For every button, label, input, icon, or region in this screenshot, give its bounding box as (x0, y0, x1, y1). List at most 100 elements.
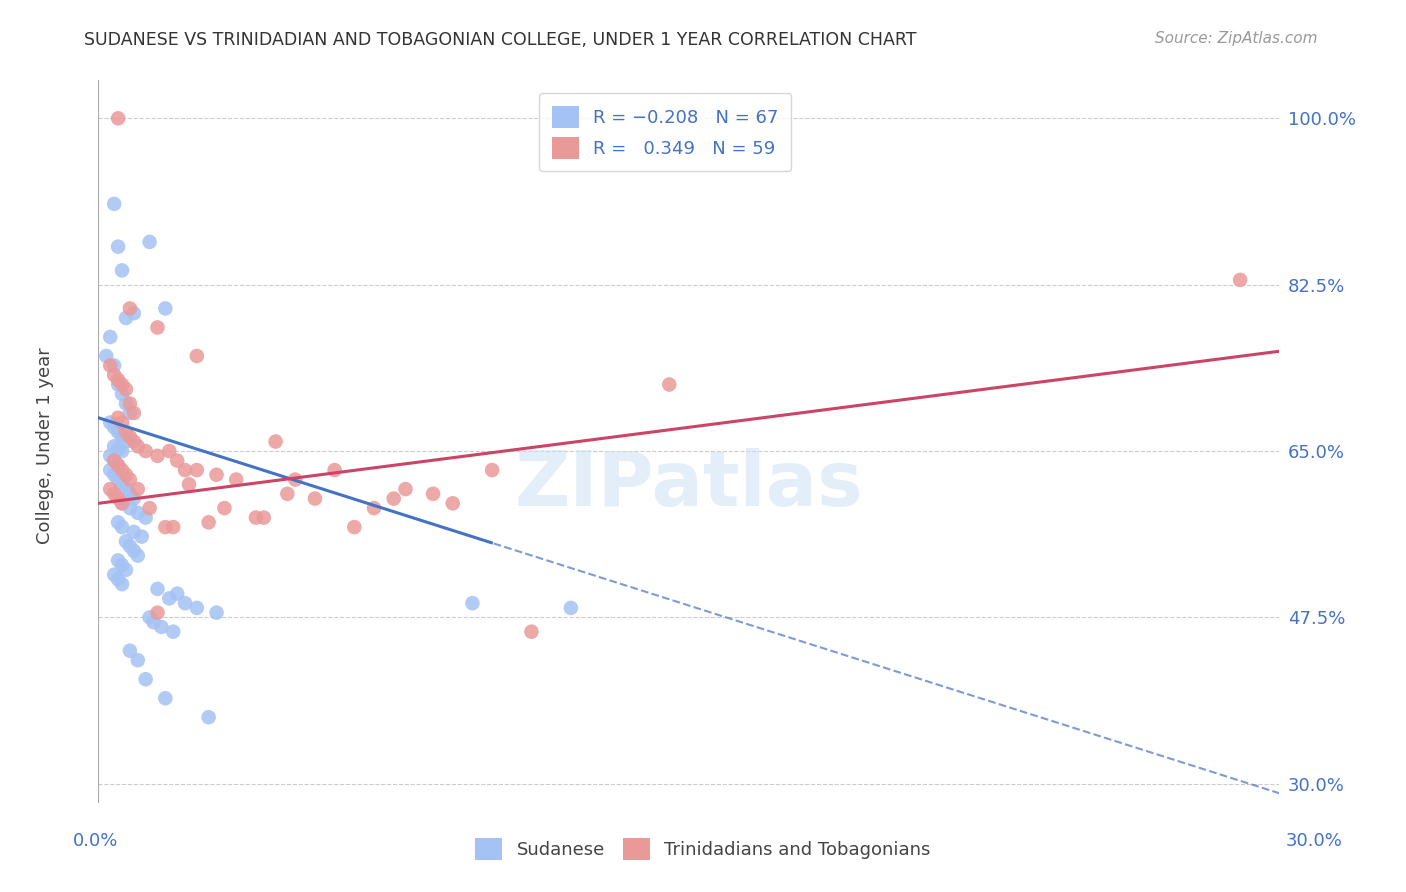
Point (146, 449, 169, 463)
Point (103, 453, 125, 467)
Point (115, 382, 138, 396)
Point (186, 601, 208, 615)
Point (127, 482, 149, 496)
Point (107, 442, 129, 457)
Point (115, 434, 138, 449)
Point (115, 534, 138, 549)
Point (118, 539, 141, 553)
Point (111, 477, 134, 491)
Point (98, 416, 121, 430)
Point (135, 444, 157, 458)
Point (111, 416, 134, 430)
Point (150, 620, 173, 634)
Point (107, 516, 129, 530)
Point (155, 520, 177, 534)
Point (343, 520, 366, 534)
Point (162, 520, 184, 534)
Point (276, 487, 298, 501)
Point (166, 587, 188, 601)
Point (127, 506, 149, 520)
Point (138, 501, 160, 516)
Point (111, 496, 134, 510)
Point (103, 359, 125, 373)
Point (205, 606, 228, 620)
Point (264, 434, 287, 449)
Point (107, 491, 129, 506)
Point (122, 544, 145, 558)
Point (107, 377, 129, 392)
Point (103, 567, 125, 582)
Point (174, 463, 197, 477)
Point (122, 524, 145, 539)
Point (520, 624, 543, 639)
Point (107, 458, 129, 473)
Point (118, 430, 141, 444)
Point (135, 672, 157, 686)
Point (157, 591, 180, 606)
Text: College, Under 1 year: College, Under 1 year (37, 348, 53, 544)
Point (115, 482, 138, 496)
Point (157, 444, 180, 458)
Point (363, 501, 385, 516)
Point (177, 477, 200, 491)
Point (118, 396, 141, 410)
Text: ZIPatlas: ZIPatlas (515, 448, 863, 522)
Point (146, 606, 169, 620)
Point (155, 691, 177, 706)
Point (122, 491, 145, 506)
Point (225, 473, 247, 487)
Point (115, 467, 138, 482)
Point (131, 530, 153, 544)
Text: 30.0%: 30.0% (1286, 832, 1343, 850)
Point (214, 501, 236, 516)
Point (166, 453, 188, 467)
Point (103, 467, 125, 482)
Point (1229, 273, 1251, 287)
Point (284, 473, 307, 487)
Point (98, 359, 121, 373)
Point (186, 349, 208, 363)
Point (107, 473, 129, 487)
Point (138, 610, 160, 624)
Point (197, 710, 219, 724)
Point (253, 510, 276, 524)
Point (111, 377, 134, 392)
Point (245, 510, 267, 524)
Point (103, 487, 125, 501)
Point (103, 420, 125, 434)
Point (111, 430, 134, 444)
Point (107, 112, 129, 126)
Point (111, 463, 134, 477)
Point (658, 377, 681, 392)
Point (111, 444, 134, 458)
Point (142, 615, 165, 630)
Point (115, 425, 138, 439)
Point (118, 501, 141, 516)
Point (146, 320, 169, 334)
Point (441, 496, 464, 510)
Point (304, 491, 326, 506)
Point (122, 406, 145, 420)
Point (122, 434, 145, 449)
Point (186, 463, 208, 477)
Point (146, 582, 169, 596)
Point (127, 439, 149, 453)
Point (98, 463, 121, 477)
Point (115, 396, 138, 410)
Point (174, 596, 197, 610)
Point (118, 487, 141, 501)
Point (115, 310, 138, 325)
Point (107, 458, 129, 473)
Legend: Sudanese, Trinidadians and Tobagonians: Sudanese, Trinidadians and Tobagonians (468, 830, 938, 867)
Point (118, 301, 141, 316)
Point (560, 601, 582, 615)
Point (96, 349, 118, 363)
Point (107, 410, 129, 425)
Point (122, 306, 145, 320)
Point (111, 520, 134, 534)
Text: SUDANESE VS TRINIDADIAN AND TOBAGONIAN COLLEGE, UNDER 1 YEAR CORRELATION CHART: SUDANESE VS TRINIDADIAN AND TOBAGONIAN C… (84, 31, 917, 49)
Point (197, 516, 219, 530)
Point (127, 549, 149, 563)
Point (111, 496, 134, 510)
Point (118, 473, 141, 487)
